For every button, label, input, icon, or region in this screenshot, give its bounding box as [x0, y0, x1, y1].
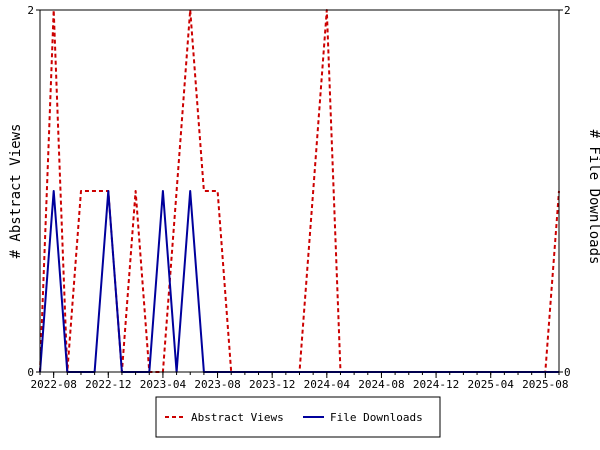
y-tick-label-left: 2: [27, 4, 34, 17]
y-tick-label-left: 0: [27, 366, 34, 379]
x-tick-label: 2023-04: [140, 378, 187, 391]
x-tick-label: 2025-04: [468, 378, 515, 391]
y-axis-title-right: # File Downloads: [586, 130, 600, 265]
legend-label-file-downloads: File Downloads: [330, 411, 423, 424]
y-tick-label-right: 2: [564, 4, 571, 17]
x-tick-label: 2024-08: [358, 378, 404, 391]
y-tick-label-right: 0: [564, 366, 571, 379]
plot-lines: [39, 9, 560, 373]
x-tick-label: 2023-12: [249, 378, 295, 391]
series-line-file-downloads: [39, 190, 559, 373]
x-tick-label: 2024-04: [304, 378, 351, 391]
y-axis-title-left: # Abstract Views: [8, 124, 24, 259]
x-tick-label: 2025-08: [522, 378, 568, 391]
x-tick-label: 2022-08: [30, 378, 76, 391]
y-axis-left: 02: [27, 4, 40, 379]
y-axis-right: 02: [559, 4, 571, 379]
x-tick-label: 2022-12: [85, 378, 131, 391]
legend-box: [155, 396, 441, 438]
legend: Abstract Views File Downloads: [155, 396, 441, 438]
x-tick-label: 2024-12: [413, 378, 459, 391]
x-axis: 2022-08 2022-12 2023-04 2023-08 2023-12 2024-…: [30, 372, 569, 391]
legend-label-abstract-views: Abstract Views: [191, 411, 284, 424]
x-tick-label: 2023-08: [194, 378, 240, 391]
